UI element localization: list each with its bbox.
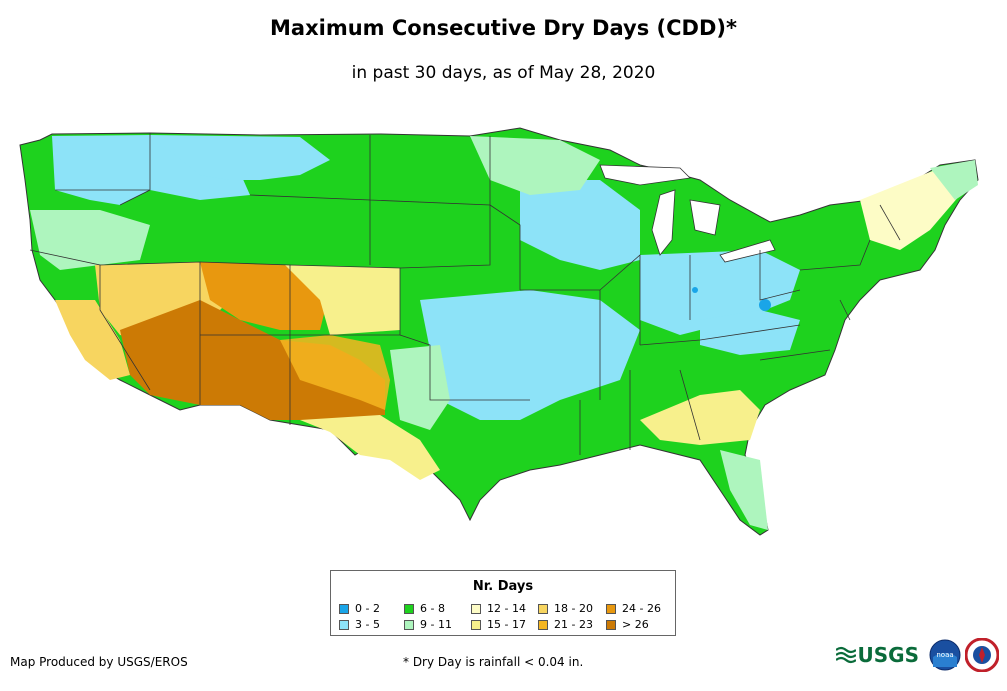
- legend-label: 21 - 23: [554, 618, 593, 631]
- nws-seal-icon: [965, 638, 999, 672]
- legend-label: 12 - 14: [487, 602, 526, 615]
- legend-item: 0 - 2: [339, 602, 380, 615]
- legend-swatch: [404, 619, 414, 630]
- idaho-montana-blue: [150, 135, 330, 180]
- us-dry-days-map: [19, 127, 979, 536]
- ca-coast-yellow: [55, 300, 130, 380]
- map-title: Maximum Consecutive Dry Days (CDD)*: [270, 16, 737, 40]
- wv-dry-spot: [759, 299, 771, 311]
- maine-lightgreen: [930, 160, 978, 200]
- legend-item: 3 - 5: [339, 618, 380, 631]
- legend: Nr. Days 0 - 2 3 - 5 6 - 8 9 - 11 12 - 1…: [330, 570, 676, 636]
- lake-huron: [689, 199, 721, 236]
- legend-label: 18 - 20: [554, 602, 593, 615]
- legend-label: 24 - 26: [622, 602, 661, 615]
- southeast-yellow: [640, 390, 760, 445]
- southern-plains-lightgreen: [390, 345, 450, 430]
- legend-item: 9 - 11: [404, 618, 452, 631]
- legend-swatch: [606, 603, 616, 614]
- legend-item: 6 - 8: [404, 602, 445, 615]
- upper-midwest-blue: [520, 180, 640, 270]
- legend-item: 24 - 26: [606, 602, 661, 615]
- usgs-logo: USGS: [835, 643, 919, 667]
- legend-swatch: [339, 619, 349, 630]
- four-corners-orange: [200, 262, 330, 330]
- legend-item: > 26: [606, 618, 649, 631]
- ohio-dry-spot: [692, 287, 698, 293]
- legend-swatch: [404, 603, 414, 614]
- legend-swatch: [471, 619, 481, 630]
- florida-lightgreen: [720, 450, 768, 530]
- agency-logos: USGS noaa: [835, 638, 999, 672]
- state-boundaries: [29, 133, 901, 455]
- southwest-dark: [120, 300, 385, 420]
- legend-swatch: [538, 619, 548, 630]
- north-dakota-lightgreen: [470, 136, 600, 195]
- lake-superior: [599, 164, 691, 186]
- colorado-yellow: [285, 265, 400, 335]
- map-subtitle: in past 30 days, as of May 28, 2020: [351, 63, 656, 83]
- plains-blue: [420, 290, 640, 420]
- map-credit: Map Produced by USGS/EROS: [10, 655, 188, 669]
- legend-swatch: [471, 603, 481, 614]
- noaa-logo-icon: noaa: [929, 639, 961, 671]
- new-england-yellow: [860, 168, 960, 250]
- legend-swatch: [538, 603, 548, 614]
- new-mexico-yellow: [280, 335, 390, 410]
- usgs-logo-text: USGS: [857, 643, 919, 667]
- legend-item: 15 - 17: [471, 618, 526, 631]
- legend-item: 21 - 23: [538, 618, 593, 631]
- legend-swatch: [606, 619, 616, 630]
- lake-michigan: [651, 189, 676, 256]
- usgs-wave-icon: [835, 646, 856, 664]
- legend-label: 0 - 2: [355, 602, 380, 615]
- dry-day-note: * Dry Day is rainfall < 0.04 in.: [403, 655, 584, 669]
- legend-item: 18 - 20: [538, 602, 593, 615]
- legend-label: > 26: [622, 618, 649, 631]
- legend-swatch: [339, 603, 349, 614]
- legend-title: Nr. Days: [472, 579, 534, 594]
- legend-label: 9 - 11: [420, 618, 452, 631]
- legend-label: 3 - 5: [355, 618, 380, 631]
- west-light-green: [30, 210, 150, 270]
- texas-west-yellow: [300, 415, 440, 480]
- lake-erie: [719, 239, 776, 263]
- noaa-logo-text: noaa: [936, 651, 953, 659]
- legend-label: 6 - 8: [420, 602, 445, 615]
- legend-item: 12 - 14: [471, 602, 526, 615]
- legend-label: 15 - 17: [487, 618, 526, 631]
